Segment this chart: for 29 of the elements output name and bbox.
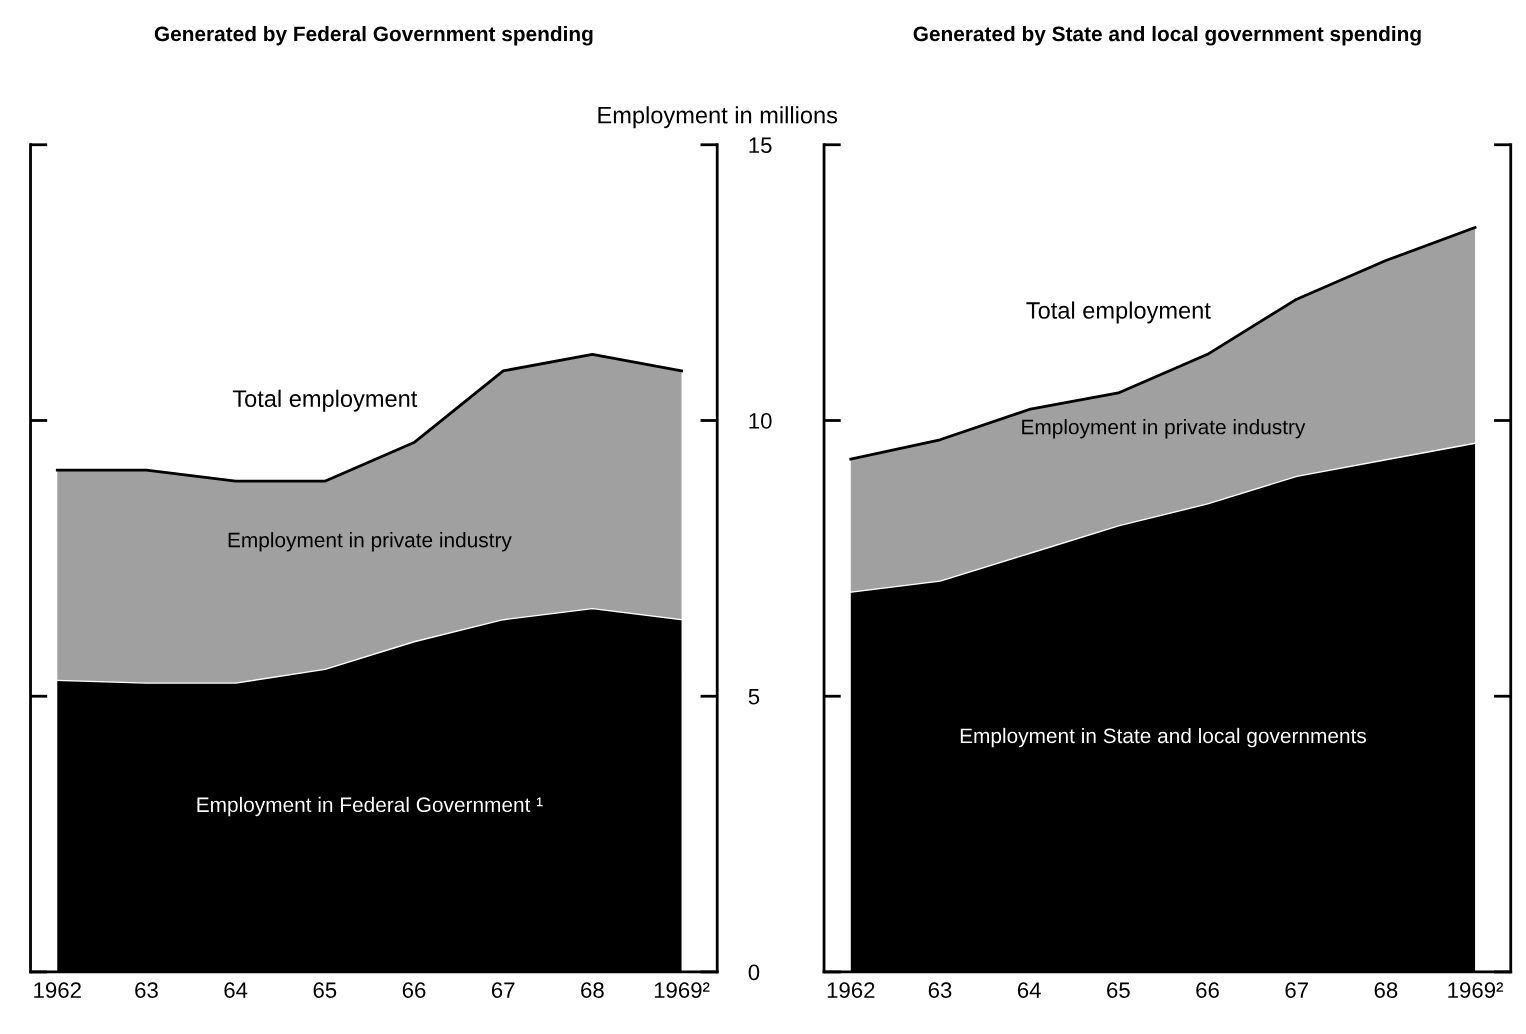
series-label: Employment in Federal Government ¹ — [197, 796, 543, 817]
annotation: Total employment — [1026, 301, 1211, 324]
chart-title: Generated by State and local government spending — [913, 25, 1421, 46]
series-label: Employment in private industry — [1022, 419, 1306, 439]
series-label: Employment in private industry — [228, 532, 512, 552]
x-tick-label: 68 — [581, 982, 604, 999]
x-tick-label: 1962 — [34, 982, 81, 999]
y-tick-label: 10 — [749, 413, 772, 429]
x-tick-label: 64 — [224, 982, 248, 999]
chart-title: Generated by Federal Government spending — [154, 25, 593, 46]
x-tick-label: 68 — [1374, 982, 1398, 999]
x-tick-label: 1969² — [1448, 982, 1504, 999]
series-label: Employment in State and local governments — [960, 727, 1366, 748]
x-tick-label: 64 — [1017, 982, 1041, 999]
x-tick-label: 67 — [491, 982, 515, 999]
x-tick-label: 63 — [928, 982, 952, 999]
y-axis-title: Employment in millions — [598, 106, 838, 129]
x-tick-label: 63 — [135, 982, 158, 999]
x-tick-label: 1962 — [827, 982, 875, 999]
y-tick-label: 15 — [749, 137, 772, 154]
x-tick-label: 65 — [1107, 982, 1130, 999]
x-tick-label: 67 — [1285, 982, 1308, 999]
y-tick-label: 0 — [748, 964, 760, 981]
x-tick-label: 65 — [313, 982, 337, 999]
y-tick-label: 5 — [748, 688, 760, 705]
annotation: Total employment — [232, 389, 418, 412]
x-tick-label: 66 — [1196, 982, 1219, 999]
x-tick-label: 66 — [402, 982, 426, 999]
x-tick-label: 1969² — [654, 982, 710, 999]
